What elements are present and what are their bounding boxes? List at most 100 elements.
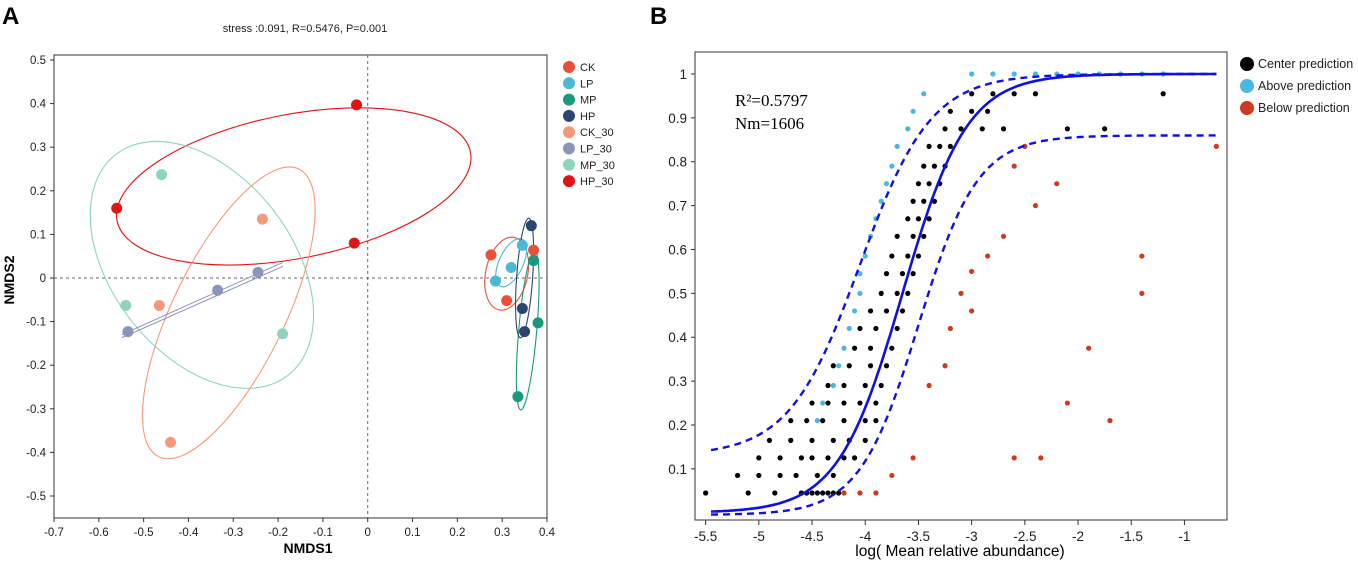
legend-label: Above prediction — [1258, 79, 1351, 93]
point-center-prediction — [1011, 91, 1017, 97]
point-center-prediction — [703, 490, 709, 496]
neutral-x-tick-label: -5 — [753, 529, 765, 544]
point-center-prediction — [926, 143, 932, 149]
neutral-x-tick-label: -1 — [1178, 529, 1190, 544]
nmds-y-tick-label: -0.5 — [26, 491, 46, 503]
point-above-prediction — [836, 363, 842, 369]
point-below-prediction — [1011, 455, 1017, 461]
point-center-prediction — [841, 382, 847, 389]
point-center-prediction — [756, 472, 762, 479]
point-center-prediction — [857, 400, 863, 406]
point-center-prediction — [899, 308, 906, 314]
point-center-prediction — [894, 290, 900, 296]
point-center-prediction — [894, 325, 900, 332]
point-below-prediction — [873, 490, 879, 496]
point-above-prediction — [910, 108, 916, 114]
nmds-x-axis-label: NMDS1 — [283, 540, 332, 556]
legend-swatch — [563, 142, 575, 155]
point-ck-30 — [153, 299, 165, 311]
point-center-prediction — [915, 216, 922, 222]
legend-label: LP — [580, 78, 593, 90]
point-center-prediction — [883, 363, 890, 369]
point-center-prediction — [969, 91, 975, 97]
point-ck — [485, 249, 497, 261]
point-center-prediction — [894, 233, 900, 239]
point-hp-30 — [351, 99, 363, 111]
point-center-prediction — [852, 345, 858, 351]
point-center-prediction — [809, 400, 815, 406]
nmds-x-tick-label: -0.4 — [179, 527, 199, 539]
legend-label: HP_30 — [580, 176, 614, 188]
point-center-prediction — [873, 400, 879, 406]
point-center-prediction — [846, 363, 852, 369]
nmds-y-tick-label: 0.3 — [30, 142, 46, 154]
legend-swatch — [1240, 101, 1254, 115]
neutral-model-curves — [710, 72, 1217, 516]
point-center-prediction — [825, 400, 831, 406]
point-below-prediction — [910, 455, 916, 461]
point-hp — [516, 303, 528, 315]
legend-label: Below prediction — [1258, 101, 1350, 115]
neutral-x-tick-label: -5.5 — [694, 529, 717, 544]
nmds-y-tick-label: -0.3 — [26, 404, 46, 416]
point-center-prediction — [883, 271, 890, 277]
point-center-prediction — [862, 382, 868, 389]
legend-swatch — [1240, 79, 1254, 93]
point-center-prediction — [825, 455, 831, 461]
point-center-prediction — [921, 163, 927, 169]
neutral-model-plot-area — [694, 51, 1228, 521]
point-center-prediction — [979, 126, 985, 132]
point-above-prediction — [852, 308, 858, 314]
upper-confidence-line — [710, 72, 1217, 452]
neutral-model-plot: -5.5 -5 -4.5 -4 -3.5 -3 -2.5 -2 -1.5 -1 1 0.9 0.8 0.7… — [668, 51, 1353, 560]
neutral-y-tick-label: 0.8 — [668, 155, 687, 170]
point-below-prediction — [889, 472, 895, 479]
point-above-prediction — [905, 126, 911, 132]
point-center-prediction — [878, 290, 884, 296]
point-center-prediction — [947, 108, 953, 114]
point-lp — [516, 239, 528, 251]
point-center-prediction — [830, 472, 836, 479]
point-above-prediction — [830, 382, 836, 389]
point-center-prediction — [830, 437, 836, 443]
point-center-prediction — [873, 325, 879, 332]
point-below-prediction — [1139, 290, 1145, 296]
point-mp — [528, 255, 540, 267]
point-center-prediction — [905, 253, 911, 259]
nmds-legend: CK LP MP HP CK_30 LP_30 MP_30 HP_30 — [563, 61, 615, 188]
point-center-prediction — [867, 345, 874, 351]
point-center-prediction — [772, 490, 778, 496]
point-above-prediction — [894, 143, 900, 149]
point-below-prediction — [985, 253, 991, 259]
point-center-prediction — [793, 472, 799, 479]
neutral-y-tick-label: 1 — [679, 67, 687, 82]
neutral-x-tick-label: -3 — [966, 529, 978, 544]
point-center-prediction — [777, 472, 783, 479]
point-center-prediction — [910, 271, 916, 277]
neutral-x-tick-label: -1.5 — [1120, 529, 1143, 544]
point-center-prediction — [862, 437, 868, 443]
point-center-prediction — [889, 345, 895, 351]
point-below-prediction — [969, 308, 975, 314]
point-center-prediction — [766, 437, 773, 443]
point-center-prediction — [852, 455, 858, 461]
point-hp — [525, 220, 537, 232]
ellipse-lp — [495, 238, 528, 288]
neutral-x-tick-label: -2 — [1072, 529, 1084, 544]
point-center-prediction — [825, 490, 831, 496]
lp-30-connector — [121, 265, 284, 339]
neutral-model-points — [703, 71, 1219, 496]
legend-swatch — [563, 61, 575, 73]
legend-swatch — [563, 175, 575, 188]
point-above-prediction — [846, 325, 852, 332]
point-center-prediction — [889, 253, 895, 259]
point-center-prediction — [804, 418, 810, 424]
nmds-y-tick-label: 0.5 — [30, 55, 46, 67]
point-center-prediction — [756, 455, 762, 461]
nmds-y-tick-label: 0.1 — [30, 229, 46, 241]
legend-label: CK_30 — [580, 127, 614, 139]
nmds-x-tick-label: -0.3 — [223, 527, 243, 539]
point-above-prediction — [889, 163, 895, 169]
point-center-prediction — [814, 490, 820, 496]
neutral-x-tick-label: -4 — [859, 529, 871, 544]
